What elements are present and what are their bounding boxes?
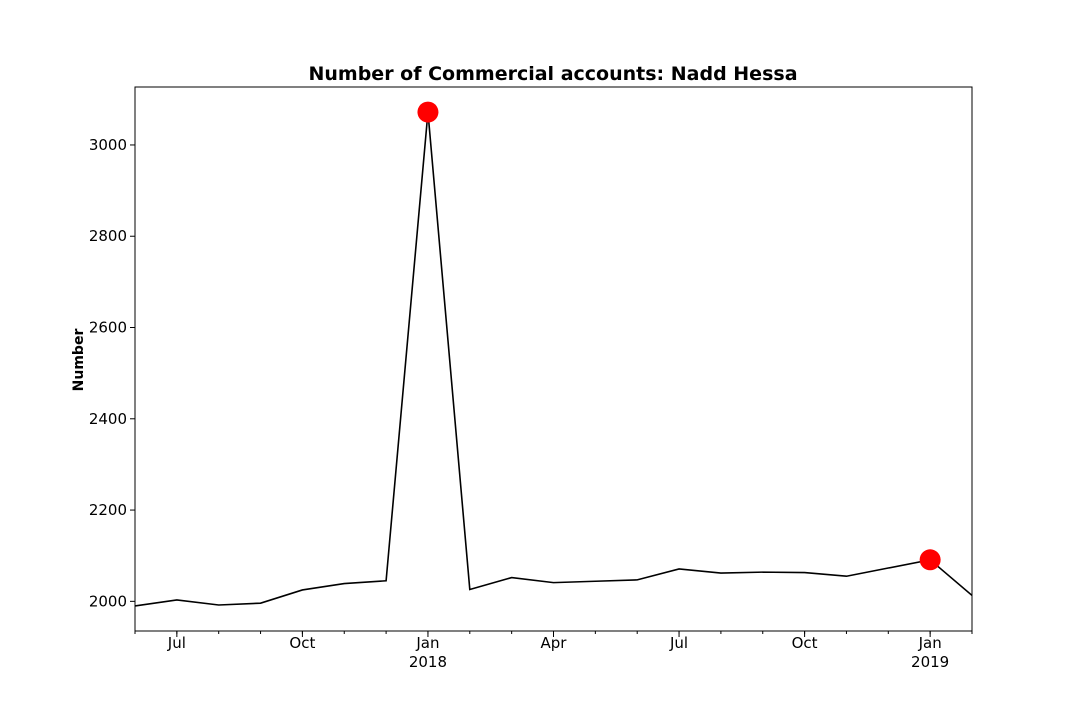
y-tick-label: 2200 <box>89 501 127 519</box>
y-tick-label: 2600 <box>89 319 127 337</box>
plot-area <box>135 101 972 607</box>
x-tick-year-label: 2019 <box>911 653 949 671</box>
y-tick-label: 2000 <box>89 592 127 610</box>
x-tick-label: Jan <box>918 634 942 652</box>
plot-frame <box>134 86 973 632</box>
x-tick-year-label: 2018 <box>409 653 447 671</box>
y-tick-label: 3000 <box>89 136 127 154</box>
x-tick-label: Jul <box>167 634 186 652</box>
chart-title: Number of Commercial accounts: Nadd Hess… <box>308 63 797 85</box>
highlight-point <box>919 549 941 571</box>
y-tick-label: 2400 <box>89 410 127 428</box>
highlight-point <box>417 101 439 123</box>
x-tick-label: Oct <box>792 634 818 652</box>
x-tick-label: Jan <box>415 634 439 652</box>
y-axis-ticks: 2000 2200 2400 2600 2800 3000 <box>89 136 135 610</box>
x-tick-label: Oct <box>289 634 315 652</box>
series-line-0 <box>135 112 972 607</box>
y-axis-label: Number <box>71 329 87 392</box>
y-tick-label: 2800 <box>89 227 127 245</box>
x-tick-label: Apr <box>541 634 568 652</box>
x-tick-label: Jul <box>669 634 688 652</box>
